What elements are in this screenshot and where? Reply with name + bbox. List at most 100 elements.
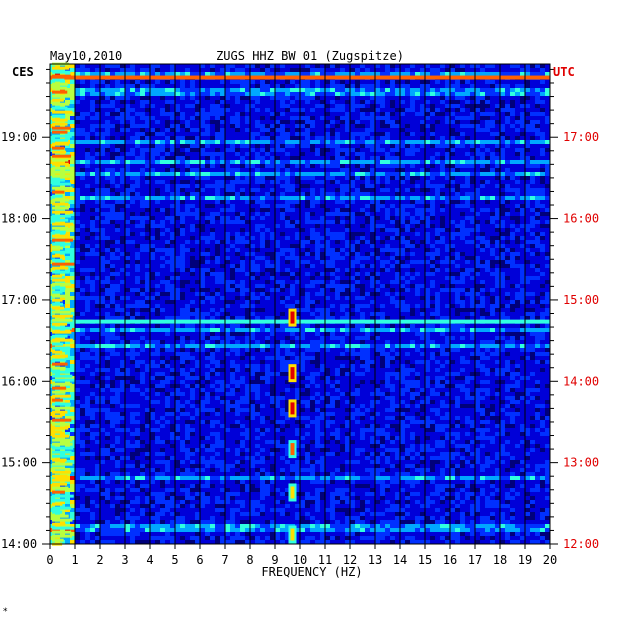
spectrogram-cell bbox=[210, 200, 216, 205]
spectrogram-cell bbox=[475, 256, 481, 261]
spectrogram-cell bbox=[495, 212, 501, 217]
spectrogram-cell bbox=[240, 196, 246, 201]
spectrogram-cell bbox=[170, 240, 176, 245]
spectrogram-cell bbox=[255, 100, 261, 105]
spectrogram-cell bbox=[205, 184, 211, 189]
spectrogram-cell bbox=[290, 88, 296, 93]
spectrogram-cell bbox=[90, 156, 96, 161]
spectrogram-cell bbox=[85, 112, 91, 117]
spectrogram-cell bbox=[85, 184, 91, 189]
spectrogram-cell bbox=[145, 244, 151, 249]
spectrogram-cell bbox=[100, 248, 106, 253]
spectrogram-cell bbox=[245, 104, 251, 109]
spectrogram-cell bbox=[320, 200, 326, 205]
spectrogram-cell bbox=[230, 92, 236, 97]
spectrogram-cell bbox=[290, 124, 296, 129]
spectrogram-cell bbox=[450, 112, 456, 117]
spectrogram-cell bbox=[540, 108, 546, 113]
spectrogram-cell bbox=[175, 140, 181, 145]
spectrogram-cell bbox=[60, 160, 66, 165]
spectrogram-cell bbox=[420, 140, 426, 145]
spectrogram-cell bbox=[535, 200, 541, 205]
spectrogram-cell bbox=[390, 236, 396, 241]
spectrogram-cell bbox=[245, 180, 251, 185]
spectrogram-cell bbox=[165, 132, 171, 137]
spectrogram-cell bbox=[160, 220, 166, 225]
spectrogram-cell bbox=[290, 96, 296, 101]
spectrogram-cell bbox=[280, 192, 286, 197]
spectrogram-cell bbox=[145, 92, 151, 97]
spectrogram-cell bbox=[380, 108, 386, 113]
spectrogram-cell bbox=[460, 116, 466, 121]
spectrogram-cell bbox=[465, 136, 471, 141]
spectrogram-cell bbox=[420, 108, 426, 113]
spectrogram-cell bbox=[430, 72, 436, 77]
spectrogram-cell bbox=[275, 204, 281, 209]
spectrogram-cell bbox=[90, 80, 96, 85]
spectrogram-cell bbox=[130, 256, 136, 261]
spectrogram-cell bbox=[180, 172, 186, 177]
spectrogram-cell bbox=[505, 156, 511, 161]
spectrogram-cell bbox=[220, 240, 226, 245]
spectrogram-cell bbox=[395, 156, 401, 161]
spectrogram-cell bbox=[190, 172, 196, 177]
spectrogram-cell bbox=[85, 100, 91, 105]
spectrogram-cell bbox=[365, 224, 371, 229]
spectrogram-cell bbox=[400, 88, 406, 93]
spectrogram-cell bbox=[70, 120, 76, 125]
spectrogram-cell bbox=[440, 112, 446, 117]
spectrogram-cell bbox=[375, 100, 381, 105]
spectrogram-cell bbox=[350, 120, 356, 125]
spectrogram-cell bbox=[470, 144, 476, 149]
spectrogram-cell bbox=[195, 80, 201, 85]
spectrogram-cell bbox=[470, 244, 476, 249]
spectrogram-cell bbox=[265, 72, 271, 77]
spectrogram-cell bbox=[315, 160, 321, 165]
spectrogram-cell bbox=[340, 144, 346, 149]
spectrogram-cell bbox=[255, 164, 261, 169]
spectrogram-cell bbox=[380, 68, 386, 73]
spectrogram-cell bbox=[350, 164, 356, 169]
spectrogram-cell bbox=[485, 192, 491, 197]
spectrogram-cell bbox=[345, 72, 351, 77]
spectrogram-cell bbox=[410, 144, 416, 149]
spectrogram-cell bbox=[250, 84, 256, 89]
spectrogram-cell bbox=[260, 184, 266, 189]
spectrogram-cell bbox=[230, 136, 236, 141]
spectrogram-cell bbox=[205, 64, 211, 69]
spectrogram-cell bbox=[415, 192, 421, 197]
spectrogram-cell bbox=[155, 252, 161, 257]
spectrogram-cell bbox=[355, 148, 361, 153]
spectrogram-cell bbox=[180, 156, 186, 161]
spectrogram-cell bbox=[455, 240, 461, 245]
spectrogram-cell bbox=[400, 92, 406, 97]
spectrogram-cell bbox=[305, 192, 311, 197]
spectrogram-cell bbox=[270, 160, 276, 165]
spectrogram-cell bbox=[165, 260, 171, 265]
spectrogram-cell bbox=[425, 184, 431, 189]
spectrogram-cell bbox=[155, 84, 161, 89]
spectrogram-cell bbox=[465, 144, 471, 149]
spectrogram-cell bbox=[455, 64, 461, 69]
spectrogram-cell bbox=[345, 232, 351, 237]
spectrogram-cell bbox=[200, 124, 206, 129]
spectrogram-cell bbox=[70, 180, 76, 185]
spectrogram-cell bbox=[70, 96, 76, 101]
spectrogram-cell bbox=[455, 88, 461, 93]
spectrogram-cell bbox=[470, 64, 476, 69]
spectrogram-cell bbox=[70, 204, 76, 209]
spectrogram-cell bbox=[450, 200, 456, 205]
spectrogram-cell bbox=[200, 208, 206, 213]
spectrogram-cell bbox=[310, 240, 316, 245]
spectrogram-cell bbox=[80, 192, 86, 197]
spectrogram-cell bbox=[445, 136, 451, 141]
spectrogram-cell bbox=[245, 128, 251, 133]
spectrogram-cell bbox=[50, 100, 56, 105]
spectrogram-cell bbox=[410, 228, 416, 233]
spectrogram-cell bbox=[290, 260, 296, 265]
spectrogram-cell bbox=[500, 176, 506, 181]
spectrogram-cell bbox=[290, 240, 296, 245]
spectrogram-cell bbox=[235, 192, 241, 197]
spectrogram-cell bbox=[395, 196, 401, 201]
spectrogram-cell bbox=[345, 244, 351, 249]
